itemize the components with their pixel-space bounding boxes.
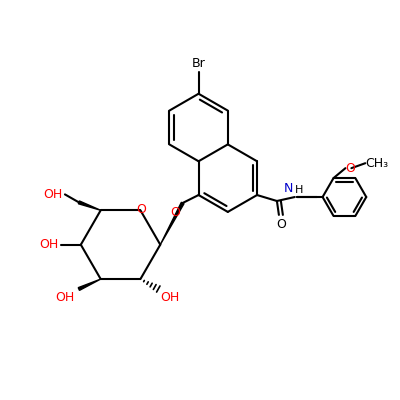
- Text: H: H: [295, 185, 303, 195]
- Text: OH: OH: [160, 291, 180, 304]
- Text: OH: OH: [40, 238, 59, 251]
- Text: OH: OH: [44, 188, 63, 201]
- Polygon shape: [78, 279, 101, 290]
- Text: O: O: [276, 218, 286, 231]
- Text: O: O: [170, 206, 180, 219]
- Text: O: O: [136, 203, 146, 216]
- Polygon shape: [160, 202, 184, 245]
- Text: CH₃: CH₃: [365, 157, 388, 170]
- Text: Br: Br: [192, 57, 206, 70]
- Text: O: O: [346, 162, 355, 175]
- Text: OH: OH: [56, 291, 75, 304]
- Text: N: N: [284, 182, 293, 195]
- Polygon shape: [78, 201, 101, 210]
